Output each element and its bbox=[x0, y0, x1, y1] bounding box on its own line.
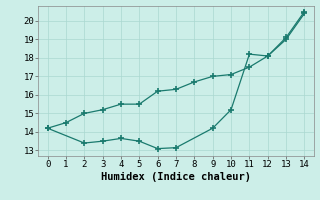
X-axis label: Humidex (Indice chaleur): Humidex (Indice chaleur) bbox=[101, 172, 251, 182]
